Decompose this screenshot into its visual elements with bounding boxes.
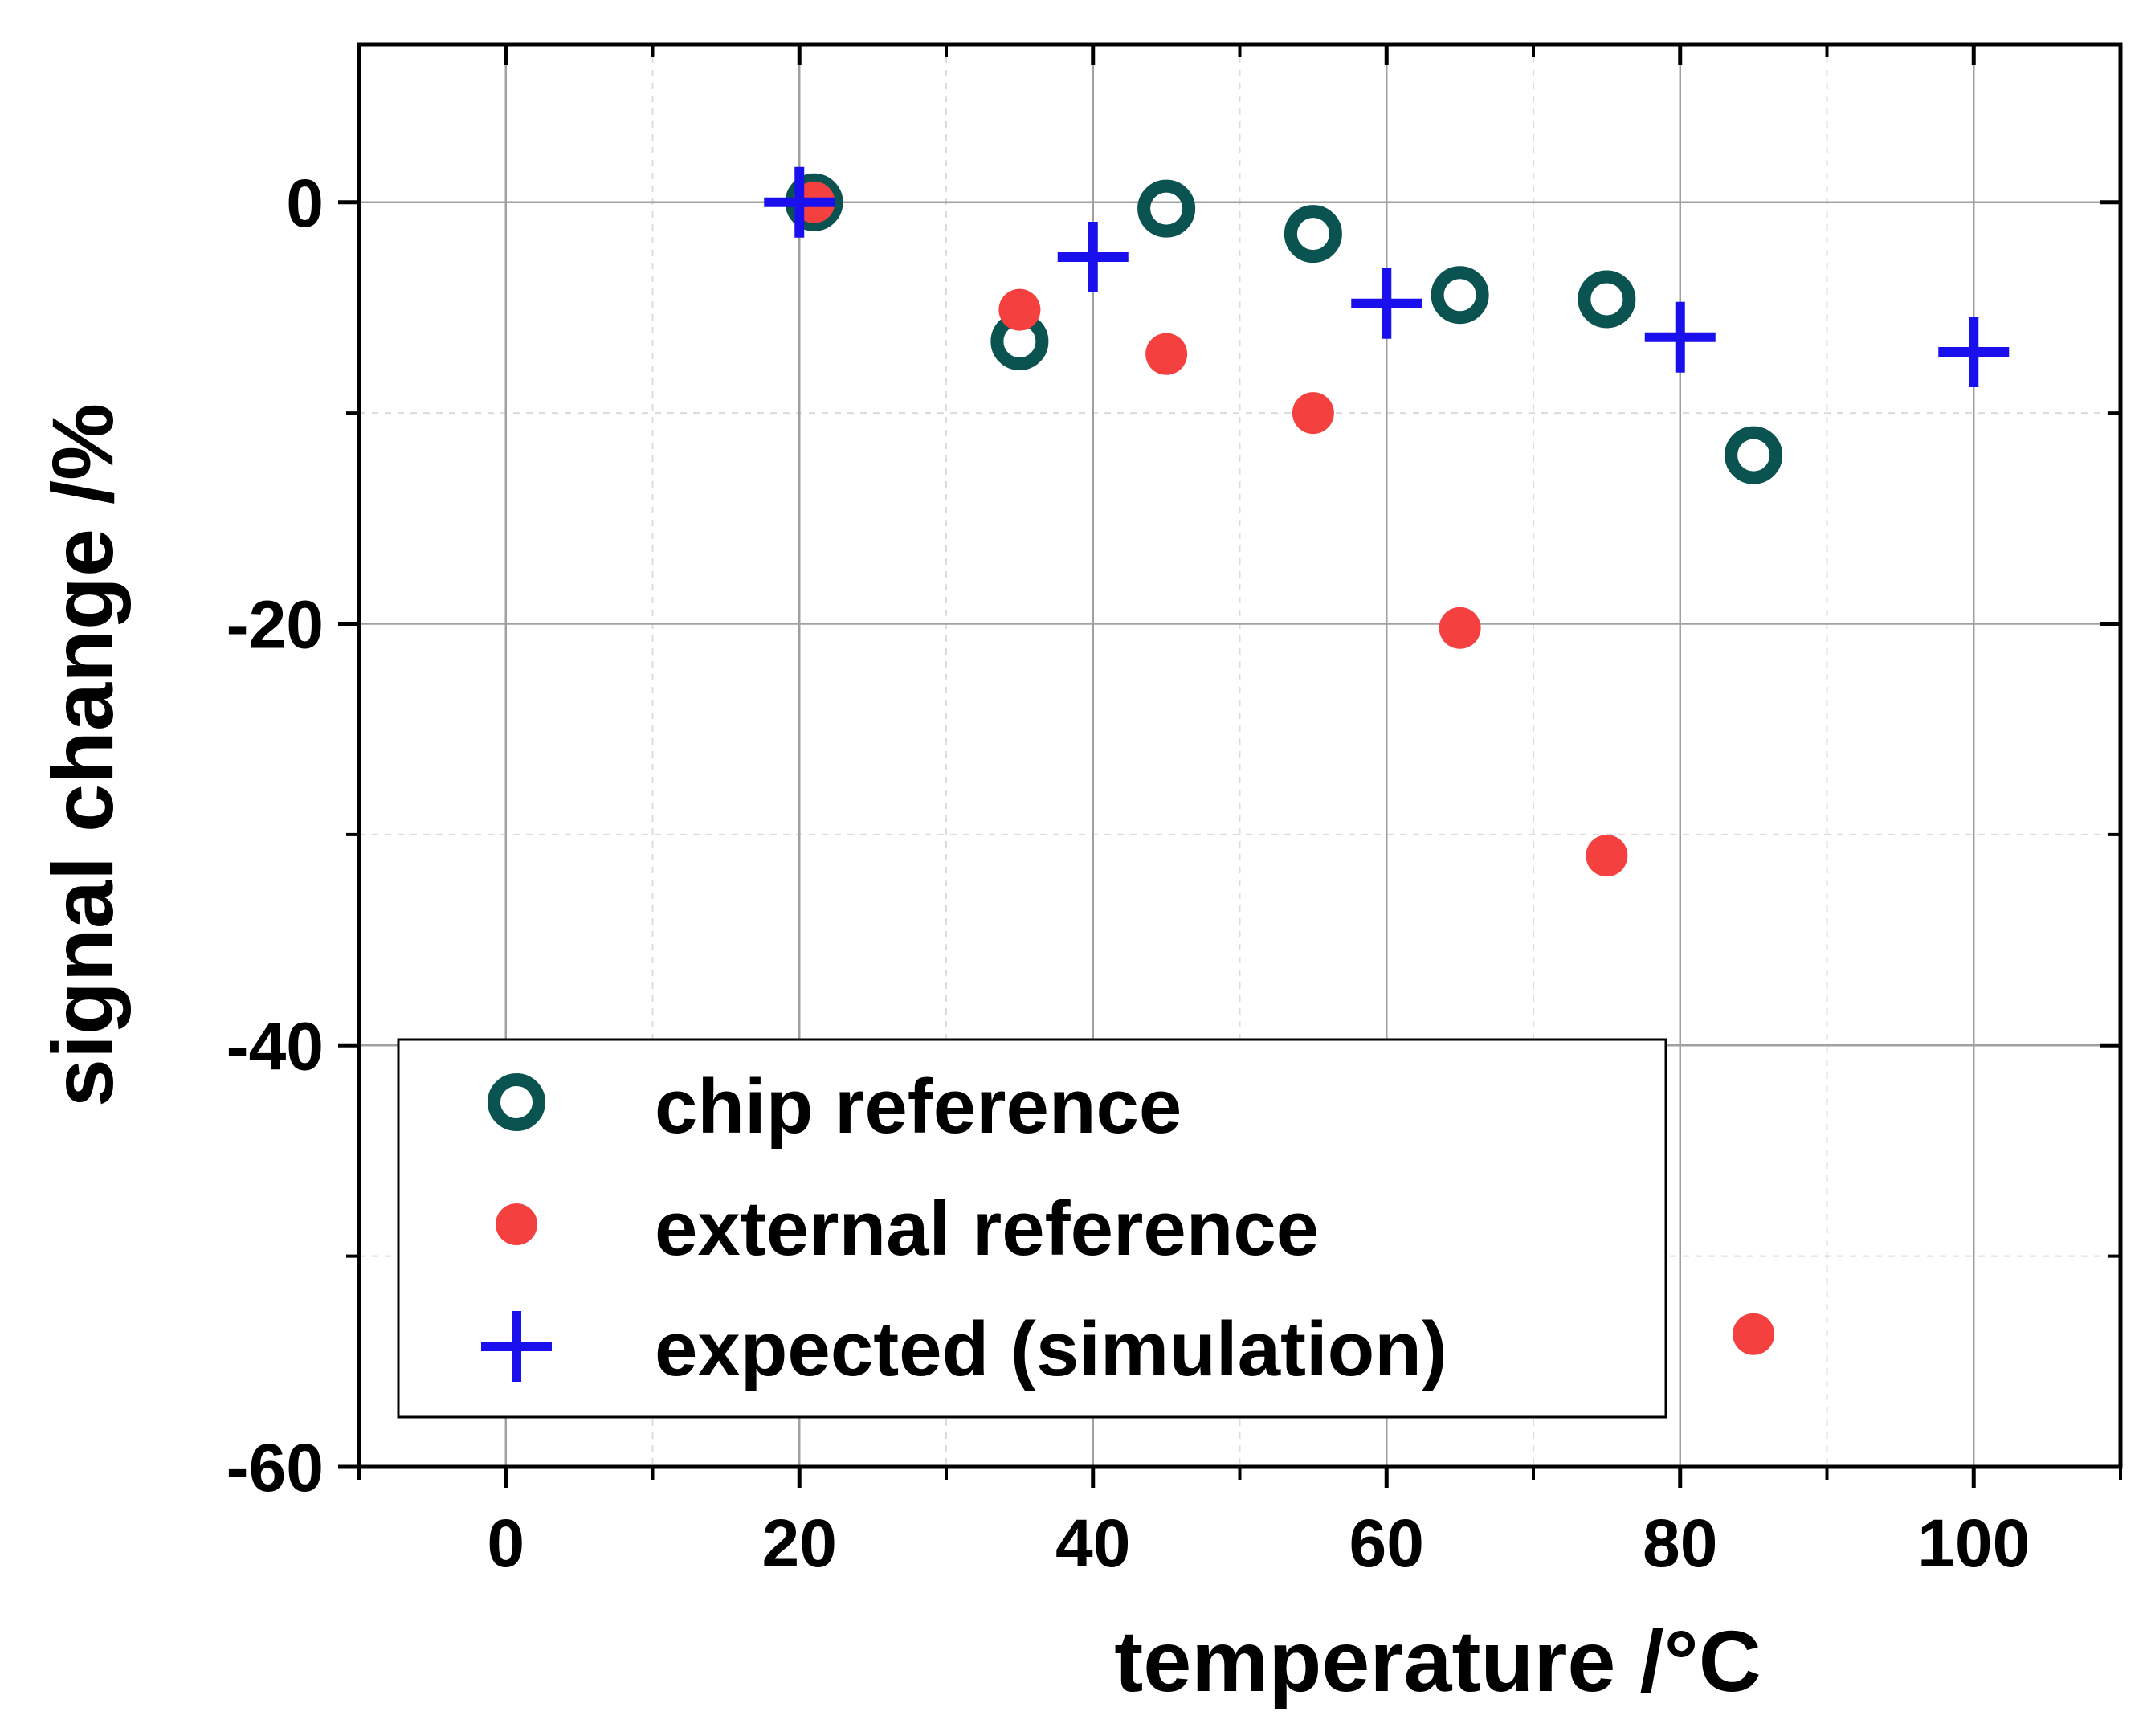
legend-marker — [481, 1311, 552, 1382]
legend-label-expected-simulation: expected (simulation) — [655, 1306, 1447, 1392]
data-point — [1284, 205, 1342, 263]
x-tick-label: 100 — [1917, 1505, 2030, 1581]
legend-label-external-reference: external reference — [655, 1186, 1319, 1272]
x-tick-label: 40 — [1055, 1505, 1130, 1581]
series-expected-simulation — [764, 166, 2010, 388]
y-axis-title: signal change /% — [34, 403, 131, 1107]
data-point — [1578, 270, 1636, 329]
x-tick-label: 0 — [487, 1505, 525, 1581]
legend-marker — [496, 1203, 537, 1245]
data-point — [1292, 392, 1334, 435]
legend-label-chip-reference: chip reference — [655, 1064, 1182, 1150]
legend: chip reference external reference expect… — [397, 1038, 1667, 1419]
y-tick-label: 0 — [286, 165, 324, 241]
data-point — [1137, 179, 1196, 238]
x-tick-label: 60 — [1349, 1505, 1424, 1581]
x-axis-title: temperature /°C — [1114, 1612, 1761, 1709]
axis-ticks: 0 20 40 60 80 100 0 -20 -40 -60 — [227, 44, 2122, 1581]
data-point — [1439, 607, 1481, 649]
data-point — [1938, 317, 2010, 388]
legend-box — [397, 1038, 1667, 1419]
data-series — [764, 166, 2010, 1355]
data-point — [1586, 835, 1628, 877]
series-chip-reference — [785, 173, 1783, 484]
y-tick-label: -60 — [227, 1430, 324, 1505]
data-point — [1733, 1313, 1775, 1355]
data-point — [1145, 333, 1188, 375]
y-tick-label: -20 — [227, 587, 324, 663]
x-tick-label: 20 — [762, 1505, 837, 1581]
y-tick-label: -40 — [227, 1008, 324, 1084]
data-point — [998, 288, 1041, 331]
data-point — [1351, 268, 1422, 339]
x-tick-label: 80 — [1643, 1505, 1717, 1581]
data-point — [1644, 301, 1716, 373]
data-point — [764, 166, 835, 238]
data-point — [1725, 426, 1783, 484]
legend-marker — [488, 1073, 545, 1131]
data-point — [1057, 221, 1129, 292]
data-point — [1431, 266, 1489, 325]
